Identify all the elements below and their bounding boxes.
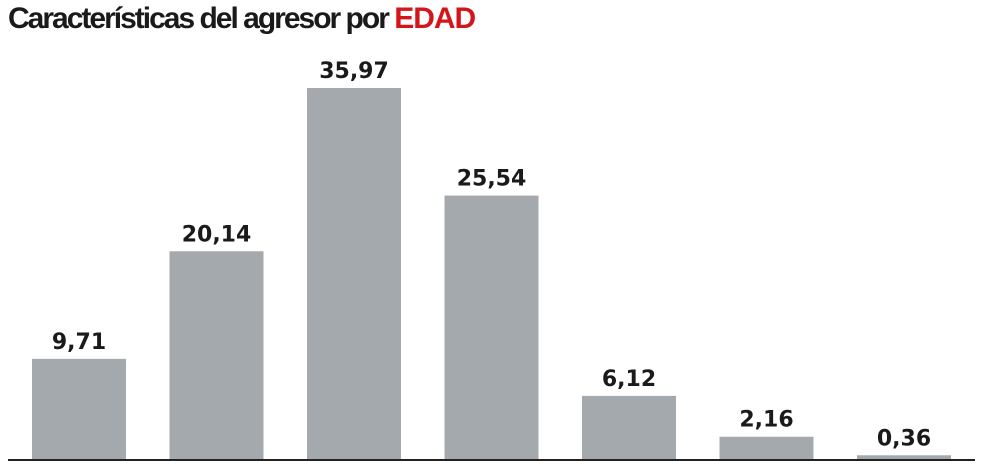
bar: [32, 358, 126, 459]
data-label: 20,14: [182, 222, 252, 247]
chart-title: Características del agresor por EDAD: [8, 2, 476, 36]
bar: [719, 436, 814, 459]
data-label: 9,71: [52, 330, 106, 355]
bar: [444, 195, 539, 459]
title-text: Características del agresor por: [8, 2, 395, 35]
data-label: 0,36: [877, 426, 931, 451]
data-label: 35,97: [319, 59, 389, 84]
bar: [307, 88, 401, 459]
data-label: 25,54: [457, 167, 527, 192]
bar: [582, 395, 676, 459]
data-label: 2,16: [739, 408, 793, 433]
bar: [169, 251, 264, 459]
title-highlight: EDAD: [394, 2, 476, 35]
data-label: 6,12: [602, 367, 656, 392]
bar: [857, 455, 951, 459]
